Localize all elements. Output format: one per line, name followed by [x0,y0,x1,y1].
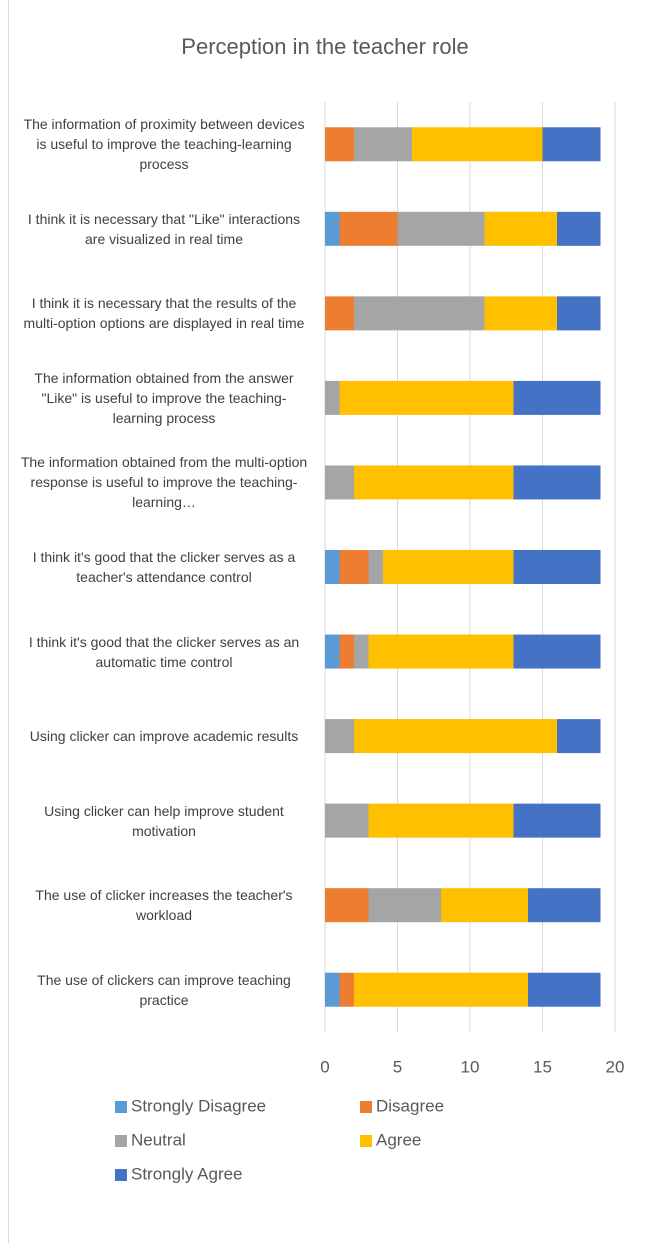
category-label: The information obtained from the answer… [34,369,294,426]
bar-segment [339,211,398,246]
category-label: The information of proximity between dev… [23,116,305,173]
legend-label: Neutral [131,1130,186,1149]
bar-segment [325,127,354,162]
bar-segment [339,972,354,1007]
x-tick-label: 5 [393,1057,402,1076]
bar-segment [339,380,514,415]
bar-segment [484,296,557,331]
bar-segment [325,719,354,754]
bar-segment [325,296,354,331]
bar-segment [325,211,340,246]
bar-segment [354,296,485,331]
bar-segment [325,803,369,838]
bar-segment [557,296,601,331]
legend-swatch [360,1101,372,1113]
bar-segment [354,127,412,162]
legend-label: Disagree [376,1096,444,1115]
bar-segment [325,465,354,500]
bar-segment [325,380,340,415]
bar-segment [354,972,528,1007]
bar-segment [513,550,601,584]
bar-segment [325,888,369,923]
legend-label: Strongly Agree [131,1164,243,1183]
bar-segment [528,888,601,923]
bar-segment [441,888,528,923]
bar-segment [397,211,485,246]
bar-segment [354,719,557,754]
bar-segment [557,719,601,754]
legend-swatch [115,1101,127,1113]
bar-segment [383,550,514,584]
bar-segment [528,972,601,1007]
category-label: I think it is necessary that the results… [23,295,305,332]
bar-segment [354,634,369,669]
bar-segment [325,550,340,584]
bar-segment [325,634,340,669]
legend-swatch [360,1135,372,1147]
bar-segment [368,634,514,669]
category-label: I think it is necessary that "Like" inte… [27,210,301,247]
bar-segment [368,550,383,584]
category-label: I think it's good that the clicker serve… [28,633,300,670]
bar-segment [368,803,514,838]
bar-segment [513,380,601,415]
legend-label: Strongly Disagree [131,1096,266,1115]
legend-label: Agree [376,1130,421,1149]
bar-segment [513,465,601,500]
bar-segment [339,634,354,669]
category-label: Using clicker can improve academic resul… [29,728,299,745]
bar-segment [513,634,601,669]
bar-segment [325,972,340,1007]
x-tick-label: 15 [533,1057,552,1076]
category-label: The use of clicker increases the teacher… [35,887,293,924]
bar-segment [354,465,514,500]
chart-title: Perception in the teacher role [181,34,468,59]
category-label: The information obtained from the multi-… [20,454,308,511]
x-tick-label: 10 [461,1057,480,1076]
bar-segment [557,211,601,246]
category-label: Using clicker can help improve student m… [44,802,284,839]
bar-segment [368,888,441,923]
bar-segment [339,550,369,584]
legend-swatch [115,1169,127,1181]
category-label: The use of clickers can improve teaching… [37,971,291,1008]
bar-segment [542,127,601,162]
bar-segment [484,211,557,246]
legend-swatch [115,1135,127,1147]
x-tick-label: 0 [320,1057,329,1076]
category-label: I think it's good that the clicker serve… [32,549,296,585]
bar-segment [513,803,601,838]
bar-segment [412,127,543,162]
x-tick-label: 20 [606,1057,625,1076]
